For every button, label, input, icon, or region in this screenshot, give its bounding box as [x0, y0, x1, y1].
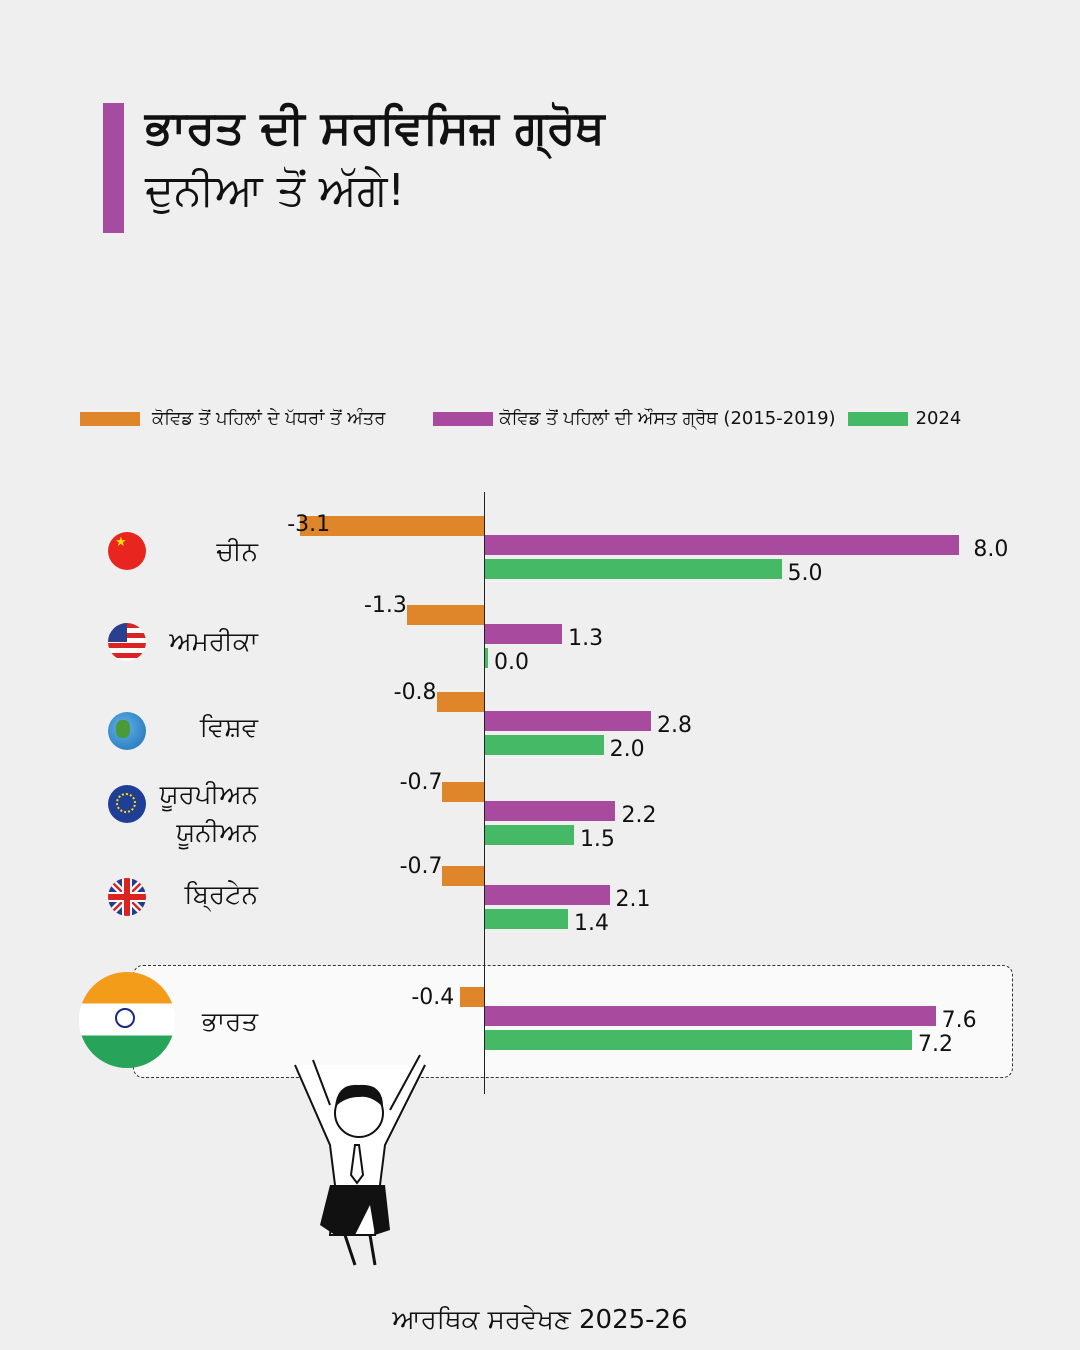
- title-accent-bar: [103, 103, 124, 233]
- bar-precovid: [485, 801, 616, 821]
- data-label: 2.1: [615, 887, 651, 912]
- data-label: 2.8: [657, 713, 693, 738]
- bar-precovid: [485, 1006, 936, 1026]
- legend-label: ਕੋਵਿਡ ਤੋਂ ਪਹਿਲਾਂ ਦੀ ਔਸਤ ਗ੍ਰੋਥ (2015-2019…: [499, 408, 836, 429]
- data-label: 7.6: [941, 1008, 977, 1033]
- country-label: ਭਾਰਤ: [201, 1007, 258, 1037]
- bar-2024: [485, 735, 604, 755]
- data-label: 0.0: [494, 650, 529, 675]
- footer-source: ਆਰਥਿਕ ਸਰਵੇਖਣ 2025-26: [392, 1305, 688, 1335]
- country-label: ਯੂਨੀਅਨ: [176, 818, 258, 848]
- bar-2024: [485, 648, 488, 668]
- data-label: 5.0: [787, 561, 823, 586]
- legend-label: 2024: [915, 408, 962, 429]
- bar-diff: [460, 987, 484, 1007]
- chart-legend: ਕੋਵਿਡ ਤੋਂ ਪਹਿਲਾਂ ਦੇ ਪੱਧਰਾਂ ਤੋਂ ਅੰਤਰ ਕੋਵਿ…: [80, 408, 961, 429]
- data-label: -0.7: [399, 854, 443, 879]
- country-label: ਅਮਰੀਕਾ: [169, 627, 258, 657]
- bar-2024: [485, 909, 569, 929]
- legend-item-diff: ਕੋਵਿਡ ਤੋਂ ਪਹਿਲਾਂ ਦੇ ਪੱਧਰਾਂ ਤੋਂ ਅੰਤਰ: [80, 408, 385, 429]
- data-label: 1.5: [579, 827, 615, 852]
- bar-2024: [485, 1030, 912, 1050]
- legend-swatch-orange: [80, 411, 140, 426]
- data-label: 2.2: [621, 803, 657, 828]
- data-label: 7.2: [917, 1032, 953, 1057]
- country-label: ਚੀਨ: [216, 537, 258, 567]
- data-label: -3.1: [287, 512, 331, 537]
- data-label: -1.3: [363, 593, 407, 618]
- data-label: -0.4: [411, 985, 455, 1010]
- country-label: ਬ੍ਰਿਟੇਨ: [184, 880, 258, 910]
- bar-precovid: [485, 711, 652, 731]
- legend-label: ਕੋਵਿਡ ਤੋਂ ਪਹਿਲਾਂ ਦੇ ਪੱਧਰਾਂ ਤੋਂ ਅੰਤਰ: [152, 408, 386, 429]
- data-label: 2.0: [609, 737, 645, 762]
- bar-diff: [436, 692, 484, 712]
- bar-2024: [485, 825, 574, 845]
- country-label: ਯੂਰਪੀਅਨ: [159, 780, 258, 810]
- globe-icon: [108, 712, 146, 750]
- data-label: 1.4: [574, 911, 610, 936]
- bar-diff: [300, 516, 484, 536]
- china-flag-icon: ★: [108, 532, 146, 570]
- cheering-person-illustration: [294, 1054, 426, 1266]
- data-label: -0.7: [399, 770, 443, 795]
- data-label: 8.0: [973, 537, 1009, 562]
- legend-item-precovid: ਕੋਵਿਡ ਤੋਂ ਪਹਿਲਾਂ ਦੀ ਔਸਤ ਗ੍ਰੋਥ (2015-2019…: [433, 408, 836, 429]
- bar-precovid: [485, 535, 960, 555]
- bar-precovid: [485, 885, 610, 905]
- legend-swatch-purple: [433, 411, 494, 426]
- data-label: -0.8: [393, 680, 437, 705]
- bar-diff: [406, 605, 484, 625]
- bar-diff: [442, 866, 484, 886]
- legend-item-2024: 2024: [847, 408, 962, 429]
- page-title: ਭਾਰਤ ਦੀ ਸਰਵਿਸਿਜ਼ ਗ੍ਰੋਥ: [145, 100, 605, 154]
- eu-flag-icon: [108, 785, 146, 823]
- data-label: 1.3: [568, 626, 604, 651]
- bar-diff: [442, 782, 484, 802]
- zero-axis-line: [484, 492, 485, 1094]
- country-label: ਵਿਸ਼ਵ: [199, 713, 258, 743]
- usa-flag-icon: [108, 623, 146, 661]
- page-subtitle: ਦੁਨੀਆ ਤੋਂ ਅੱਗੇ!: [145, 165, 405, 216]
- bar-precovid: [485, 624, 563, 644]
- uk-flag-icon: [108, 878, 146, 916]
- bar-2024: [485, 559, 782, 579]
- legend-swatch-green: [847, 411, 908, 426]
- india-flag-icon: [79, 972, 175, 1068]
